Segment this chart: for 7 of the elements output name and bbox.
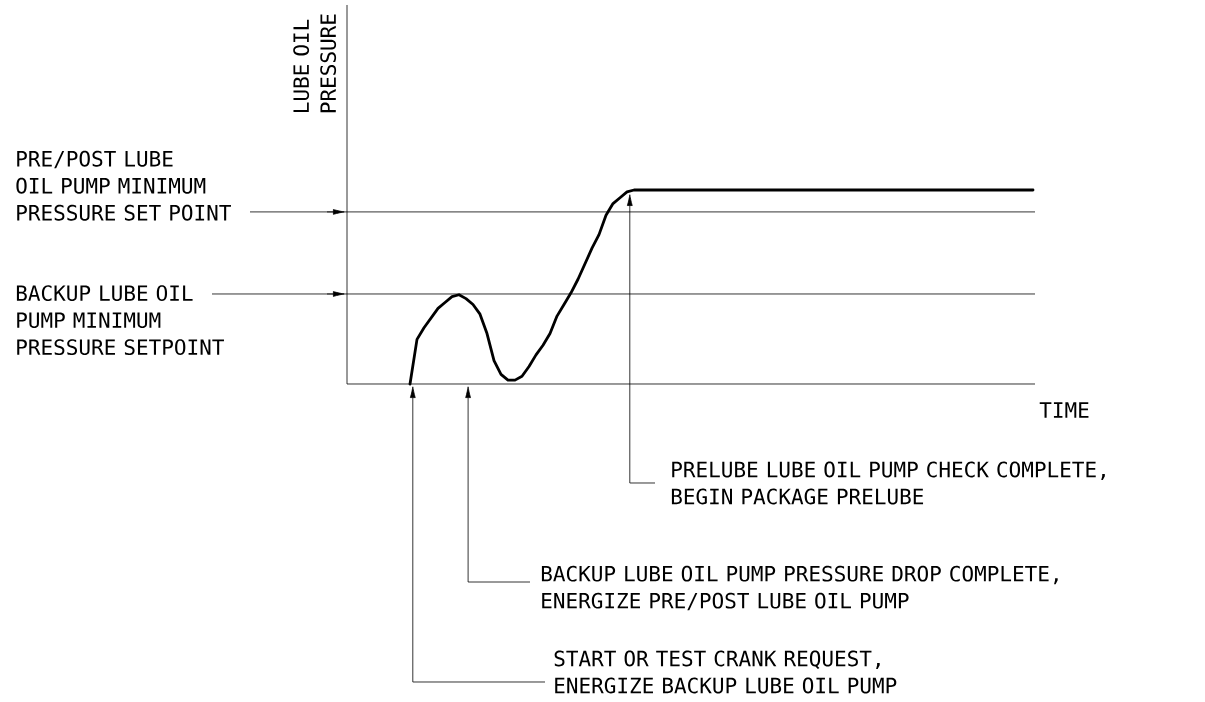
ref-line-label: BACKUP LUBE OIL PUMP MINIMUM PRESSURE SETPOINT bbox=[16, 285, 224, 356]
text: BACKUP LUBE OIL PUMP PRESSURE DROP COMPLETE, ENERGIZE PRE/POST LUBE OIL PUMP bbox=[541, 565, 1058, 611]
x-axis-title: TIME bbox=[1039, 402, 1089, 418]
text: PRELUBE LUBE OIL PUMP CHECK COMPLETE, BEGIN PACKAGE PRELUBE bbox=[671, 461, 1105, 505]
ref-line-label: PRE/POST LUBE OIL PUMP MINIMUM PRESSURE SET POINT bbox=[16, 150, 231, 221]
y-axis-title: LUBE OIL PRESSURE bbox=[293, 14, 337, 113]
text: START OR TEST CRANK REQUEST, ENERGIZE BACKUP LUBE OIL PUMP bbox=[554, 650, 897, 694]
